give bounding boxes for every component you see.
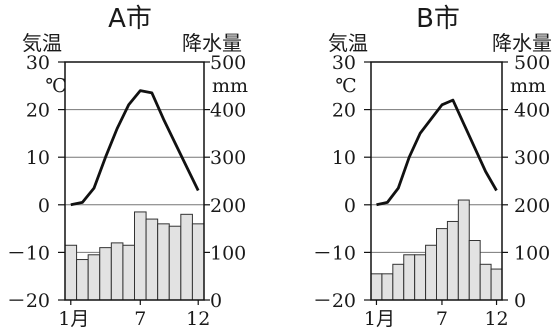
a-temperature-tick-label: －20 [7, 290, 50, 312]
b-precipitation-bar [392, 263, 405, 301]
a-temperature-unit: ℃ [45, 75, 66, 97]
a-precipitation-bar [157, 223, 170, 301]
b-precipitation-bar [403, 254, 416, 301]
b-precipitation-bar [370, 273, 383, 301]
a-plot-frame [64, 61, 205, 301]
b-temperature-tick-label: 20 [332, 100, 356, 122]
b-precipitation-tick-label: 100 [514, 242, 550, 264]
a-precipitation-bar [122, 244, 135, 301]
b-temperature-tick-label: 30 [332, 52, 356, 74]
b-plot-frame [370, 61, 503, 301]
b-precipitation-bar [425, 244, 438, 301]
a-precipitation-bar [110, 242, 124, 301]
b-temperature-tick-label: 0 [344, 195, 356, 217]
b-temperature-axis-label: 気温 [328, 31, 368, 55]
b-precipitation-bar [436, 228, 448, 301]
b-precipitation-tick-label: 500 [514, 52, 550, 74]
a-precipitation-unit: mm [212, 75, 248, 97]
a-precipitation-bar [87, 254, 101, 301]
b-precipitation-tick-label: 300 [514, 147, 550, 169]
a-precipitation-tick-label: 300 [210, 147, 246, 169]
a-chart-title: A市 [108, 4, 152, 34]
a-precipitation-bar [191, 223, 205, 301]
a-precipitation-tick-label: 500 [210, 52, 246, 74]
b-temperature-unit: ℃ [335, 75, 356, 97]
a-month-label: 7 [134, 308, 146, 330]
b-precipitation-bar [381, 273, 394, 301]
a-month-label: 12 [186, 308, 210, 330]
b-chart-title: B市 [416, 4, 460, 34]
a-precipitation-bar [145, 218, 159, 301]
b-precipitation-tick-label: 0 [514, 290, 526, 312]
b-temperature-line [376, 98, 498, 207]
b-precipitation-bar [468, 240, 481, 301]
b-precipitation-tick-label: 200 [514, 195, 550, 217]
b-precipitation-unit: mm [510, 75, 546, 97]
a-temperature-tick-label: 30 [26, 52, 50, 74]
a-precipitation-bar [134, 211, 147, 301]
b-precipitation-bar [457, 199, 470, 301]
b-temperature-tick-label: 10 [332, 147, 356, 169]
a-precipitation-tick-label: 0 [210, 290, 222, 312]
a-month-label: 1月 [58, 308, 89, 330]
a-temperature-tick-label: 0 [38, 195, 50, 217]
a-temperature-line [70, 89, 200, 207]
b-precipitation-tick-label: 400 [514, 100, 550, 122]
a-precipitation-bar [64, 244, 78, 301]
a-temperature-tick-label: 10 [26, 147, 50, 169]
a-precipitation-bar [99, 247, 112, 301]
a-precipitation-bar [168, 225, 182, 301]
a-precipitation-axis-label: 降水量 [182, 31, 242, 55]
a-precipitation-bar [180, 213, 193, 301]
a-temperature-axis-label: 気温 [22, 31, 62, 55]
b-precipitation-bar [446, 220, 459, 301]
a-temperature-tick-label: 20 [26, 100, 50, 122]
b-month-label: 7 [436, 308, 448, 330]
b-temperature-tick-label: －10 [313, 242, 356, 264]
b-precipitation-bar [490, 268, 503, 301]
b-temperature-tick-label: －20 [313, 290, 356, 312]
a-precipitation-tick-label: 100 [210, 242, 246, 264]
a-precipitation-tick-label: 200 [210, 195, 246, 217]
b-month-label: 1月 [364, 308, 395, 330]
b-month-label: 12 [484, 308, 508, 330]
b-precipitation-bar [479, 263, 492, 301]
a-temperature-tick-label: －10 [7, 242, 50, 264]
a-precipitation-bar [76, 259, 89, 301]
b-precipitation-bar [414, 254, 427, 301]
b-precipitation-axis-label: 降水量 [492, 31, 552, 55]
a-precipitation-tick-label: 400 [210, 100, 246, 122]
